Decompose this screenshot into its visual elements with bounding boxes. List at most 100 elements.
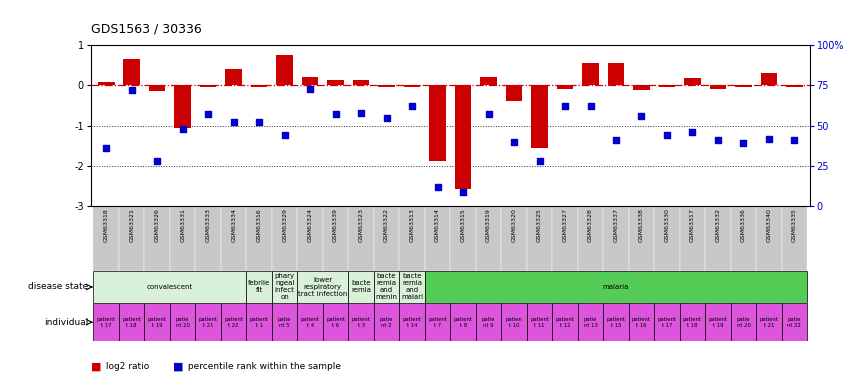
Text: GSM63334: GSM63334	[231, 208, 236, 242]
Bar	[251, 86, 268, 87]
Text: patient
t 21: patient t 21	[198, 317, 217, 328]
Bar	[145, 303, 170, 341]
Text: patient
t 19: patient t 19	[708, 317, 727, 328]
Text: patient
t 15: patient t 15	[606, 317, 625, 328]
Bar	[399, 271, 425, 303]
Text: patient
t 6: patient t 6	[326, 317, 346, 328]
Bar	[629, 206, 654, 271]
Text: bacte
remia
and
menin: bacte remia and menin	[376, 273, 397, 300]
Bar	[709, 86, 727, 89]
Text: patient
t 11: patient t 11	[530, 317, 549, 328]
Bar	[94, 206, 119, 271]
Point	[252, 119, 266, 125]
Bar	[578, 206, 604, 271]
Bar	[756, 206, 782, 271]
Bar	[475, 303, 501, 341]
Bar	[531, 86, 548, 148]
Text: GDS1563 / 30336: GDS1563 / 30336	[91, 22, 202, 36]
Bar	[297, 206, 323, 271]
Text: patient
t 22: patient t 22	[224, 317, 243, 328]
Text: patie
nt 9: patie nt 9	[481, 317, 495, 328]
Bar	[225, 69, 242, 86]
Text: patie
nt 13: patie nt 13	[584, 317, 598, 328]
Text: GSM63339: GSM63339	[333, 208, 338, 242]
Bar	[475, 206, 501, 271]
Bar	[297, 303, 323, 341]
Text: GSM63330: GSM63330	[664, 208, 669, 242]
Bar	[557, 86, 573, 89]
Bar	[348, 271, 374, 303]
Bar	[327, 80, 344, 86]
Bar	[124, 59, 140, 86]
Text: GSM63315: GSM63315	[461, 208, 466, 242]
Point	[635, 113, 649, 119]
Text: GSM63314: GSM63314	[435, 208, 440, 242]
Bar	[348, 303, 374, 341]
Text: patie
nt 20: patie nt 20	[176, 317, 190, 328]
Text: GSM63325: GSM63325	[537, 208, 542, 242]
Bar	[221, 206, 247, 271]
Point	[176, 126, 190, 132]
Point	[125, 87, 139, 93]
Bar	[735, 86, 752, 87]
Bar	[782, 206, 807, 271]
Bar	[276, 55, 293, 86]
Text: GSM63326: GSM63326	[155, 208, 159, 242]
Point	[379, 115, 393, 121]
Bar	[450, 206, 475, 271]
Point	[430, 184, 444, 190]
Bar	[654, 303, 680, 341]
Text: log2 ratio: log2 ratio	[103, 362, 149, 371]
Text: patient
t 3: patient t 3	[352, 317, 371, 328]
Bar	[374, 206, 399, 271]
Bar	[680, 206, 705, 271]
Text: GSM63316: GSM63316	[256, 208, 262, 242]
Text: patient
t 8: patient t 8	[454, 317, 473, 328]
Bar	[633, 86, 650, 90]
Point	[558, 103, 572, 109]
Text: patient
t 4: patient t 4	[301, 317, 320, 328]
Point	[481, 111, 495, 117]
Bar	[582, 63, 598, 86]
Text: GSM63322: GSM63322	[385, 208, 389, 242]
Text: disease state: disease state	[28, 282, 88, 291]
Bar	[705, 206, 731, 271]
Bar	[782, 303, 807, 341]
Bar	[604, 206, 629, 271]
Text: GSM63335: GSM63335	[792, 208, 797, 242]
Bar	[501, 303, 527, 341]
Text: GSM63331: GSM63331	[180, 208, 185, 242]
Bar	[425, 271, 807, 303]
Point	[762, 136, 776, 142]
Bar	[578, 303, 604, 341]
Bar	[297, 271, 348, 303]
Text: patie
nt 5: patie nt 5	[278, 317, 291, 328]
Text: GSM63336: GSM63336	[741, 208, 746, 242]
Point	[787, 137, 801, 143]
Bar	[247, 271, 272, 303]
Text: patien
t 10: patien t 10	[506, 317, 522, 328]
Text: ■: ■	[91, 361, 101, 371]
Point	[711, 137, 725, 143]
Text: phary
ngeal
infect
on: phary ngeal infect on	[275, 273, 294, 300]
Text: patient
t 14: patient t 14	[403, 317, 422, 328]
Text: GSM63320: GSM63320	[512, 208, 516, 242]
Text: GSM63337: GSM63337	[613, 208, 618, 242]
Text: GSM63327: GSM63327	[563, 208, 567, 242]
Bar	[756, 303, 782, 341]
Text: patient
t 19: patient t 19	[148, 317, 166, 328]
Bar	[170, 303, 196, 341]
Point	[456, 189, 470, 195]
Bar	[760, 73, 777, 86]
Bar	[450, 303, 475, 341]
Bar	[425, 303, 450, 341]
Text: patient
t 1: patient t 1	[249, 317, 268, 328]
Bar	[170, 206, 196, 271]
Text: GSM63338: GSM63338	[639, 208, 644, 242]
Bar	[553, 206, 578, 271]
Bar	[404, 86, 420, 87]
Text: patient
t 18: patient t 18	[683, 317, 702, 328]
Text: bacte
remia
and
malari: bacte remia and malari	[401, 273, 423, 300]
Point	[686, 129, 700, 135]
Text: GSM63313: GSM63313	[410, 208, 415, 242]
